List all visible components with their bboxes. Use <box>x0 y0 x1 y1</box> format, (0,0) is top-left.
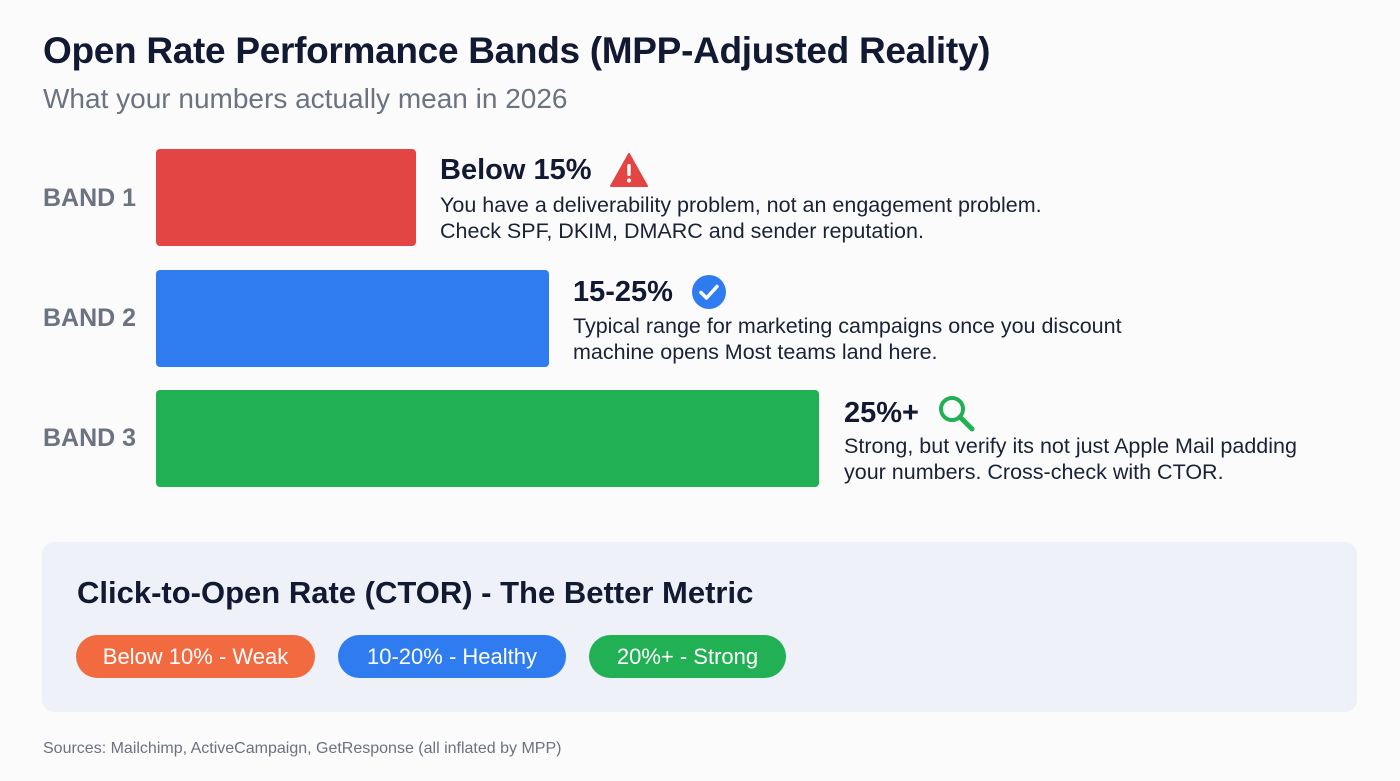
ctor-title: Click-to-Open Rate (CTOR) - The Better M… <box>77 575 754 610</box>
band-2-heading: 15-25% <box>573 274 727 310</box>
band-1-heading: Below 15% <box>440 153 648 187</box>
band-3-range: 25%+ <box>844 396 919 429</box>
band-3-heading: 25%+ <box>844 394 975 432</box>
band-3-label: BAND 3 <box>43 424 137 452</box>
ctor-pill-healthy: 10-20% - Healthy <box>338 635 566 678</box>
band-3-line-1: Strong, but verify its not just Apple Ma… <box>844 434 1297 458</box>
band-2-range: 15-25% <box>573 275 673 308</box>
band-1-range: Below 15% <box>440 153 592 186</box>
ctor-pill-weak: Below 10% - Weak <box>76 635 315 678</box>
page-subtitle: What your numbers actually mean in 2026 <box>43 83 568 114</box>
band-1-line-2: Check SPF, DKIM, DMARC and sender reputa… <box>440 219 924 243</box>
band-1-bar <box>156 149 416 246</box>
sources-footnote: Sources: Mailchimp, ActiveCampaign, GetR… <box>43 740 562 757</box>
ctor-pill-strong: 20%+ - Strong <box>589 635 786 678</box>
band-1-line-1: You have a deliverability problem, not a… <box>440 193 1042 217</box>
magnifier-icon <box>938 396 975 432</box>
band-3-line-2: your numbers. Cross-check with CTOR. <box>844 460 1224 484</box>
band-2-label: BAND 2 <box>43 304 137 332</box>
band-2-line-2: machine opens Most teams land here. <box>573 340 938 364</box>
ctor-panel <box>42 542 1357 712</box>
page-title: Open Rate Performance Bands (MPP-Adjuste… <box>43 30 991 71</box>
band-2-description: Typical range for marketing campaigns on… <box>573 313 1122 365</box>
band-2-bar <box>156 270 549 367</box>
band-1-label: BAND 1 <box>43 184 137 212</box>
band-3-description: Strong, but verify its not just Apple Ma… <box>844 433 1297 485</box>
check-circle-icon <box>691 275 726 309</box>
warning-triangle-icon <box>609 153 648 187</box>
band-3-bar <box>156 390 819 487</box>
band-2-line-1: Typical range for marketing campaigns on… <box>573 314 1122 338</box>
band-1-description: You have a deliverability problem, not a… <box>440 192 1042 244</box>
